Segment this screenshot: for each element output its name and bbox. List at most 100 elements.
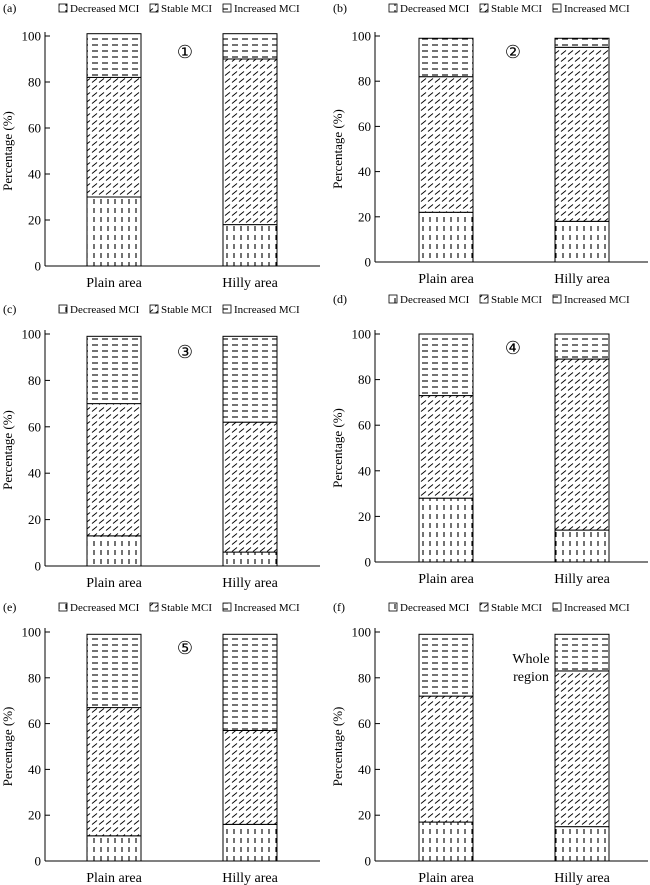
bar-segment-decreased-mci: [554, 220, 610, 263]
panel-annotation: ①: [177, 42, 193, 62]
panel-label: (d): [333, 292, 347, 306]
y-tick-label: 0: [35, 854, 42, 869]
legend-swatch-increased-mci: [552, 3, 562, 13]
bar-segment-stable-mci: [86, 707, 142, 837]
bar-segment-stable-mci: [554, 670, 610, 828]
y-axis-label: Percentage (%): [0, 111, 15, 191]
bar-segment-stable-mci: [554, 358, 610, 531]
panel-annotation: ③: [177, 342, 193, 362]
y-tick-label: 40: [358, 762, 371, 777]
bar-segment-stable-mci: [554, 46, 610, 222]
y-axis-label: Percentage (%): [0, 707, 15, 787]
bar-segment-stable-mci: [418, 695, 474, 823]
legend-label-increased-mci: Increased MCI: [234, 602, 300, 614]
bar-segment-decreased-mci: [554, 529, 610, 563]
y-tick-label: 80: [28, 75, 41, 90]
y-tick-label: 20: [358, 808, 371, 823]
x-category-label: Hilly area: [222, 276, 278, 291]
bar-segment-stable-mci: [86, 76, 142, 198]
legend-label-stable-mci: Stable MCI: [161, 602, 212, 614]
y-tick-label: 100: [352, 327, 372, 342]
legend-label-decreased-mci: Decreased MCI: [400, 3, 470, 15]
y-tick-label: 100: [22, 327, 42, 342]
legend-swatch-increased-mci: [552, 294, 562, 304]
y-axis-label: Percentage (%): [0, 410, 15, 490]
y-tick-label: 80: [358, 670, 371, 685]
bar-segment-decreased-mci: [222, 551, 278, 567]
legend-swatch-decreased-mci: [58, 3, 68, 13]
legend-label-increased-mci: Increased MCI: [234, 304, 300, 316]
legend-swatch-increased-mci: [222, 3, 232, 13]
bar-segment-decreased-mci: [554, 826, 610, 862]
legend-label-stable-mci: Stable MCI: [161, 304, 212, 316]
bar-segment-increased-mci: [222, 33, 278, 60]
y-tick-label: 80: [28, 373, 41, 388]
chart-panel-e: (e) Decreased MCI Stable MCI Increased MCI 0…: [0, 600, 320, 885]
legend-label-increased-mci: Increased MCI: [564, 602, 630, 614]
x-category-label: Hilly area: [554, 871, 610, 885]
panel-label: (c): [3, 302, 16, 316]
y-axis-label: Percentage (%): [330, 408, 345, 488]
bar-segment-increased-mci: [418, 333, 474, 397]
y-tick-label: 60: [28, 419, 41, 434]
bar-segment-increased-mci: [554, 333, 610, 360]
x-category-label: Hilly area: [554, 572, 610, 587]
y-tick-label: 100: [352, 625, 372, 640]
legend-label-decreased-mci: Decreased MCI: [400, 602, 470, 614]
bar-segment-stable-mci: [418, 76, 474, 213]
legend-swatch-increased-mci: [552, 602, 562, 612]
legend-swatch-decreased-mci: [58, 304, 68, 314]
legend-swatch-stable-mci: [479, 294, 489, 304]
legend-label-stable-mci: Stable MCI: [491, 3, 542, 15]
panel-annotation: Whole region: [512, 652, 549, 685]
x-category-label: Hilly area: [222, 871, 278, 885]
bar-segment-increased-mci: [86, 33, 142, 78]
bar-segment-stable-mci: [222, 421, 278, 553]
y-tick-label: 0: [365, 854, 372, 869]
y-tick-label: 0: [365, 555, 372, 570]
panel-annotation: ⑤: [177, 638, 193, 658]
y-tick-label: 40: [358, 463, 371, 478]
bar-segment-increased-mci: [222, 335, 278, 423]
legend-swatch-stable-mci: [479, 3, 489, 13]
legend-label-decreased-mci: Decreased MCI: [70, 3, 140, 15]
bar-segment-stable-mci: [418, 395, 474, 499]
y-tick-label: 20: [28, 808, 41, 823]
panel-label: (f): [333, 600, 345, 614]
legend-swatch-stable-mci: [149, 3, 159, 13]
y-tick-label: 60: [358, 119, 371, 134]
bar-segment-increased-mci: [222, 633, 278, 731]
bar-segment-stable-mci: [222, 729, 278, 825]
bar-segment-decreased-mci: [222, 224, 278, 267]
chart-panel-d: (d) Decreased MCI Stable MCI Increased MCI 0…: [330, 292, 648, 587]
legend-label-stable-mci: Stable MCI: [491, 294, 542, 306]
bar-segment-increased-mci: [554, 37, 610, 48]
y-tick-label: 20: [28, 512, 41, 527]
y-tick-label: 0: [35, 559, 42, 574]
y-tick-label: 100: [22, 29, 42, 44]
legend-label-stable-mci: Stable MCI: [491, 602, 542, 614]
y-tick-label: 0: [365, 255, 372, 270]
panel-label: (e): [3, 600, 16, 614]
bar-segment-increased-mci: [86, 633, 142, 709]
panel-annotation: ④: [505, 338, 521, 358]
bar-segment-decreased-mci: [418, 211, 474, 263]
legend-swatch-stable-mci: [149, 304, 159, 314]
bar-segment-increased-mci: [418, 633, 474, 697]
bar-segment-stable-mci: [86, 403, 142, 537]
legend-swatch-stable-mci: [479, 602, 489, 612]
legend-swatch-decreased-mci: [388, 294, 398, 304]
legend-label-increased-mci: Increased MCI: [234, 3, 300, 15]
x-category-label: Plain area: [418, 871, 474, 885]
y-tick-label: 0: [35, 259, 42, 274]
y-tick-label: 20: [358, 509, 371, 524]
x-category-label: Hilly area: [554, 272, 610, 287]
legend-swatch-decreased-mci: [58, 602, 68, 612]
legend-swatch-increased-mci: [222, 602, 232, 612]
x-category-label: Plain area: [86, 576, 142, 591]
y-tick-label: 20: [358, 209, 371, 224]
bar-segment-increased-mci: [418, 37, 474, 78]
bar-segment-decreased-mci: [86, 535, 142, 567]
y-tick-label: 80: [358, 372, 371, 387]
legend-label-stable-mci: Stable MCI: [161, 3, 212, 15]
